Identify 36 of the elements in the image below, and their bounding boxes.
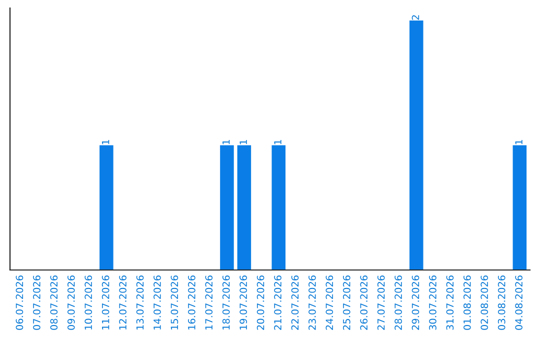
data-label: 2 — [412, 15, 420, 20]
x-tick-label: 28.07.2026 — [394, 275, 402, 330]
x-tick-label: 18.07.2026 — [222, 275, 230, 330]
x-tick-label: 02.08.2026 — [480, 275, 488, 330]
x-tick-label: 14.07.2026 — [154, 275, 161, 330]
data-label: 1 — [515, 140, 522, 144]
x-tick-label: 11.07.2026 — [102, 275, 110, 330]
x-tick-label: 12.07.2026 — [119, 275, 126, 330]
x-tick-label: 10.07.2026 — [84, 275, 92, 330]
data-label: 1 — [274, 140, 282, 144]
x-tick-label: 31.07.2026 — [446, 275, 454, 330]
x-tick-label: 09.07.2026 — [67, 275, 75, 330]
x-tick-label: 24.07.2026 — [326, 275, 334, 330]
x-tick-label: 25.07.2026 — [342, 275, 350, 330]
x-tick-label: 15.07.2026 — [170, 275, 178, 330]
x-tick-label: 23.07.2026 — [308, 275, 316, 330]
x-tick-label: 13.07.2026 — [136, 275, 144, 330]
x-tick-label: 21.07.2026 — [274, 275, 282, 330]
data-label: 1 — [222, 140, 230, 144]
x-tick-label: 27.07.2026 — [377, 275, 385, 330]
x-tick-label: 03.08.2026 — [498, 275, 506, 330]
x-tick-label: 01.08.2026 — [463, 275, 471, 330]
x-tick-label: 26.07.2026 — [360, 275, 368, 330]
x-tick-label: 08.07.2026 — [50, 275, 58, 330]
x-tick-label: 07.07.2026 — [33, 275, 40, 330]
x-tick-label: 22.07.2026 — [291, 275, 299, 330]
x-tick-label: 06.07.2026 — [16, 275, 24, 330]
x-tick-label: 04.08.2026 — [515, 275, 522, 330]
x-tick-label: 30.07.2026 — [429, 275, 436, 330]
x-tick-label: 29.07.2026 — [412, 275, 420, 330]
x-tick-label: 16.07.2026 — [188, 275, 196, 330]
data-label: 1 — [240, 140, 247, 144]
data-label: 1 — [102, 140, 110, 144]
x-tick-label: 17.07.2026 — [205, 275, 213, 330]
x-tick-label: 19.07.2026 — [240, 275, 247, 330]
x-tick-label: 20.07.2026 — [256, 275, 264, 330]
